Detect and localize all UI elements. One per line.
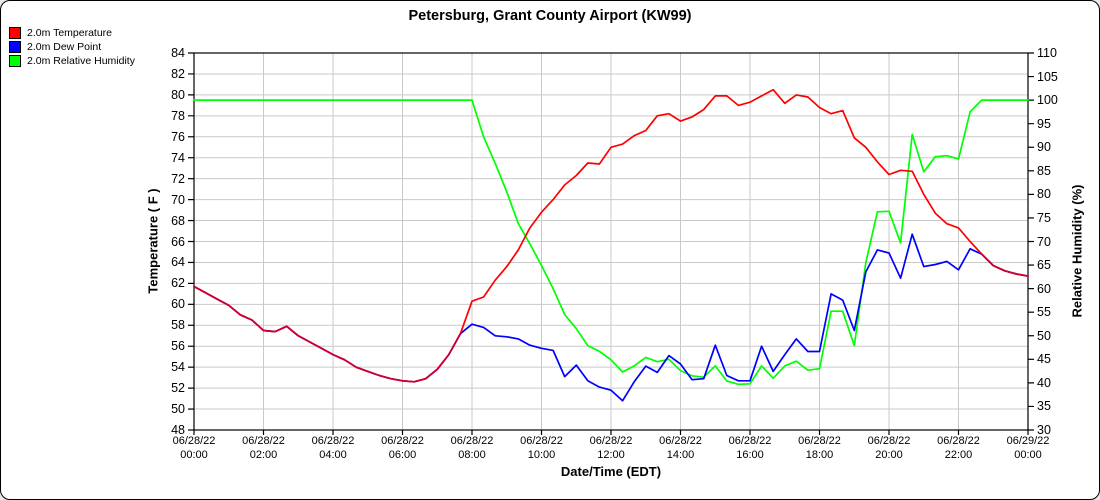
tick-date: 06/28/22 — [450, 435, 494, 447]
datetime-tick-label: 06/28/22 16:00 — [729, 435, 772, 462]
legend-label: 2.0m Relative Humidity — [27, 55, 135, 67]
dew-point-swatch-icon — [9, 41, 21, 53]
datetime-tick-label: 06/28/22 18:00 — [798, 435, 841, 462]
temperature-tick-label: 64 — [171, 255, 185, 270]
datetime-tick-label: 06/28/22 10:00 — [520, 435, 563, 462]
humidity-tick-label: 45 — [1037, 352, 1051, 367]
temperature-tick-label: 74 — [171, 150, 185, 165]
datetime-tick-label: 06/28/22 04:00 — [312, 435, 355, 462]
temperature-tick-label: 82 — [171, 66, 185, 81]
tick-time: 06:00 — [388, 448, 417, 461]
datetime-tick-label: 06/28/22 20:00 — [868, 435, 911, 462]
humidity-tick-label: 95 — [1037, 116, 1051, 131]
humidity-tick-label: 65 — [1037, 258, 1051, 273]
tick-date: 06/28/22 — [242, 435, 285, 447]
humidity-tick-label: 75 — [1037, 210, 1051, 225]
humidity-tick-label: 105 — [1037, 69, 1058, 84]
tick-date: 06/28/22 — [381, 435, 424, 447]
temperature-tick-label: 52 — [171, 381, 185, 396]
temperature-tick-label: 58 — [171, 318, 185, 333]
legend-item-dew-point: 2.0m Dew Point — [9, 40, 135, 54]
temperature-tick-label: 78 — [171, 108, 185, 123]
tick-date: 06/28/22 — [520, 435, 563, 447]
tick-time: 08:00 — [458, 448, 486, 461]
legend-label: 2.0m Dew Point — [27, 41, 102, 53]
tick-date: 06/28/22 — [728, 435, 772, 447]
humidity-tick-label: 85 — [1037, 163, 1051, 178]
tick-time: 14:00 — [666, 448, 695, 461]
temperature-tick-label: 50 — [171, 402, 185, 417]
humidity-tick-label: 35 — [1037, 399, 1051, 414]
humidity-tick-label: 110 — [1037, 46, 1057, 60]
datetime-tick-label: 06/28/22 08:00 — [451, 435, 494, 462]
temperature-tick-label: 60 — [171, 297, 185, 312]
temperature-tick-label: 66 — [171, 234, 185, 249]
temperature-tick-label: 62 — [171, 276, 185, 291]
temperature-swatch-icon — [9, 27, 21, 39]
datetime-tick-label: 06/28/22 00:00 — [173, 435, 216, 462]
tick-date: 06/29/22 — [1006, 435, 1050, 447]
tick-date: 06/28/22 — [867, 435, 911, 447]
humidity-tick-label: 55 — [1037, 305, 1051, 320]
tick-time: 00:00 — [1014, 448, 1042, 461]
tick-date: 06/28/22 — [659, 435, 702, 447]
humidity-tick-label: 70 — [1037, 234, 1051, 249]
datetime-tick-label: 06/29/22 00:00 — [1007, 435, 1050, 462]
tick-date: 06/28/22 — [172, 435, 216, 447]
legend: 2.0m Temperature 2.0m Dew Point 2.0m Rel… — [9, 26, 135, 68]
tick-date: 06/28/22 — [798, 435, 841, 447]
tick-time: 04:00 — [319, 448, 347, 461]
x-axis-title: Date/Time (EDT) — [560, 464, 662, 479]
temperature-tick-label: 56 — [171, 339, 185, 354]
humidity-tick-label: 40 — [1037, 375, 1051, 390]
tick-time: 20:00 — [875, 448, 903, 461]
datetime-tick-label: 06/28/22 22:00 — [937, 435, 980, 462]
temperature-dew-overlap-line — [193, 253, 1029, 383]
tick-time: 02:00 — [249, 448, 278, 461]
temperature-tick-label: 72 — [171, 171, 185, 186]
legend-item-temperature: 2.0m Temperature — [9, 26, 135, 40]
tick-time: 22:00 — [944, 448, 973, 461]
tick-time: 18:00 — [805, 448, 834, 461]
tick-date: 06/28/22 — [589, 435, 633, 447]
temperature-tick-label: 48 — [171, 423, 185, 437]
legend-item-relative-humidity: 2.0m Relative Humidity — [9, 54, 135, 68]
temperature-tick-label: 70 — [171, 192, 185, 207]
humidity-tick-label: 50 — [1037, 328, 1051, 343]
humidity-tick-label: 30 — [1037, 423, 1051, 437]
temperature-tick-label: 54 — [171, 360, 185, 375]
humidity-tick-label: 90 — [1037, 140, 1051, 155]
relative-humidity-line — [193, 99, 1029, 386]
datetime-tick-label: 06/28/22 02:00 — [242, 435, 285, 462]
tick-date: 06/28/22 — [311, 435, 355, 447]
tick-time: 10:00 — [527, 448, 556, 461]
humidity-tick-label: 80 — [1037, 187, 1051, 202]
relative-humidity-swatch-icon — [9, 55, 21, 67]
datetime-tick-label: 06/28/22 12:00 — [590, 435, 633, 462]
tick-date: 06/28/22 — [937, 435, 980, 447]
datetime-tick-label: 06/28/22 06:00 — [381, 435, 424, 462]
tick-time: 16:00 — [736, 448, 764, 461]
temperature-tick-label: 80 — [171, 87, 185, 102]
humidity-tick-label: 60 — [1037, 281, 1051, 296]
temperature-tick-label: 84 — [171, 46, 185, 60]
chart-title: Petersburg, Grant County Airport (KW99) — [408, 8, 692, 24]
datetime-tick-label: 06/28/22 14:00 — [659, 435, 702, 462]
temperature-tick-label: 68 — [171, 213, 185, 228]
temperature-tick-label: 76 — [171, 129, 185, 144]
humidity-tick-label: 100 — [1037, 93, 1058, 108]
tick-time: 00:00 — [180, 448, 208, 461]
legend-label: 2.0m Temperature — [27, 27, 113, 39]
tick-time: 12:00 — [597, 448, 625, 461]
